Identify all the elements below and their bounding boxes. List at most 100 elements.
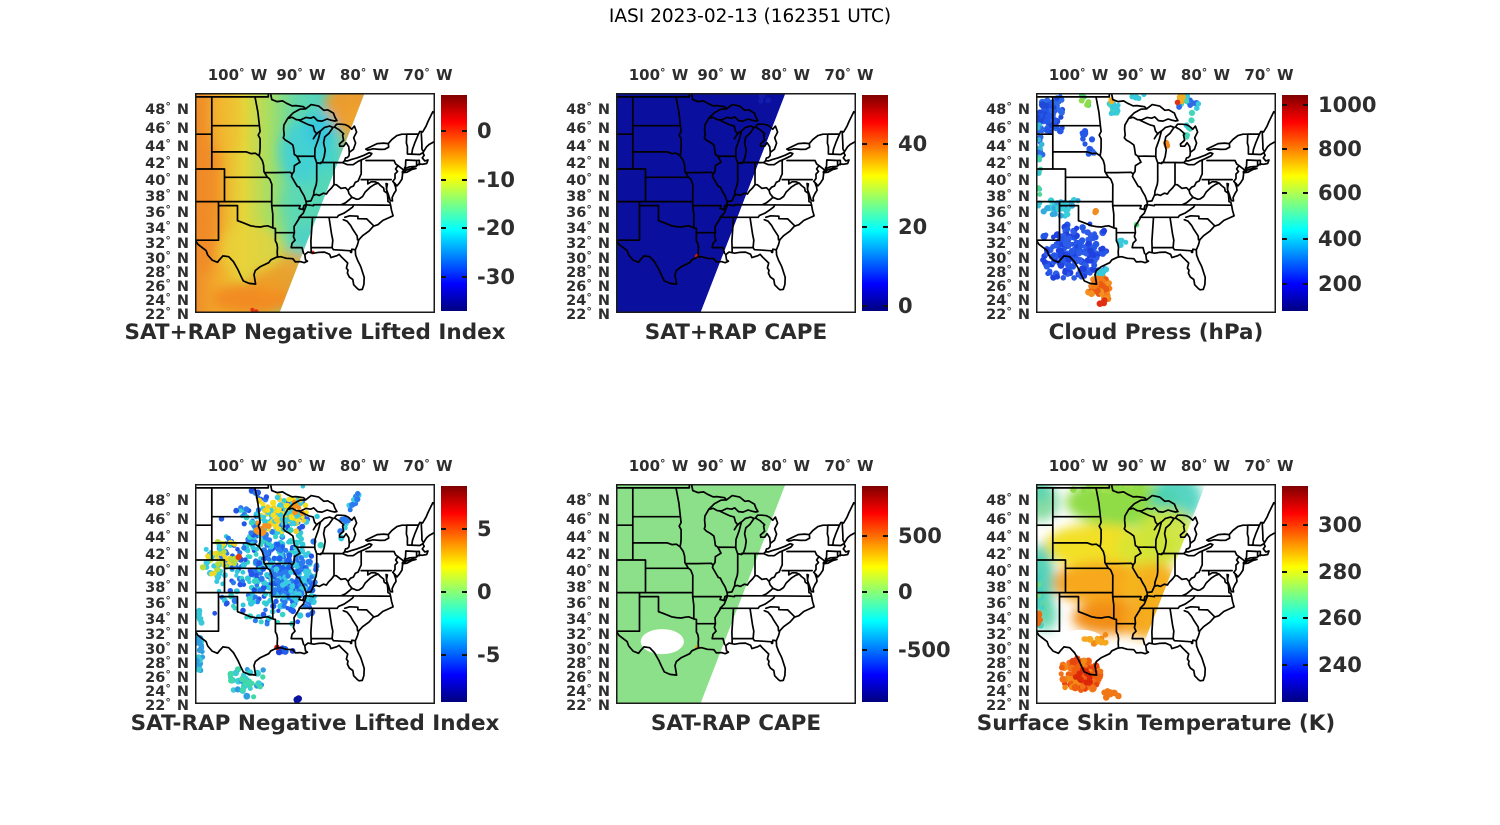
panel-satrap-cape: 100° W 90° W 80° W 70° W 48° N 46° N 44° N 42° …	[566, 66, 927, 345]
lat-tick-label: 40° N	[145, 170, 189, 189]
panel-satrap-nli: 100° W 90° W 80° W 70° W 48° N 46° N 44° N 42° …	[124, 66, 515, 345]
panel-title-satmrap-cape: SAT-RAP CAPE	[650, 711, 822, 736]
map-frame	[195, 484, 435, 704]
panel-satmrap-nli: 100° W 90° W 80° W 70° W 48° N 46° N 44° N 42° …	[131, 457, 501, 736]
lat-tick-label: 22° N	[145, 305, 189, 324]
lon-tick-label: 100° W	[207, 457, 268, 475]
lat-tick-label: 30° N	[566, 639, 610, 658]
colorbar-tick-label: 240	[1318, 653, 1362, 678]
lat-tick-label: 28° N	[566, 263, 610, 281]
colorbar-cloud-press	[1282, 95, 1308, 311]
lat-tick-label: 36° N	[986, 203, 1030, 221]
map-frame	[616, 484, 856, 704]
lat-tick-label: 46° N	[566, 118, 610, 137]
colorbar-tick-label: 0	[477, 119, 492, 144]
lat-tick-label: 34° N	[145, 218, 189, 237]
lat-tick-label: 30° N	[986, 639, 1030, 658]
lat-tick-label: 24° N	[566, 291, 610, 310]
lon-tick-label: 70° W	[824, 457, 874, 475]
colorbar-tick-label: -5	[477, 642, 501, 667]
panel-skin-temp: 100° W 90° W 80° W 70° W 48° N 46° N 44° N 42° …	[977, 457, 1362, 736]
map-satrap-cape	[616, 93, 856, 313]
lon-tick-label: 100° W	[1048, 457, 1109, 475]
map-satrap-nli	[195, 93, 435, 313]
lat-tick-label: 26° N	[986, 277, 1030, 296]
lon-tick-label: 80° W	[760, 66, 811, 84]
map-frame	[195, 93, 435, 313]
lon-tick-label: 80° W	[760, 457, 811, 475]
lon-tick-label: 70° W	[403, 66, 453, 84]
lat-tick-label: 40° N	[566, 561, 610, 580]
lat-tick-label: 32° N	[986, 624, 1030, 643]
lon-tick-label: 90° W	[697, 66, 747, 84]
lat-tick-label: 48° N	[986, 100, 1030, 118]
lat-tick-label: 32° N	[145, 624, 189, 643]
map-frame	[1036, 93, 1276, 313]
colorbar-satmrap-nli	[441, 486, 467, 702]
lat-tick-label: 42° N	[145, 545, 189, 563]
colorbar-tick-label: 0	[477, 579, 492, 604]
lat-tick-label: 28° N	[566, 654, 610, 672]
lon-tick-label: 80° W	[339, 457, 390, 475]
lat-tick-label: 28° N	[145, 263, 189, 281]
lat-tick-label: 40° N	[986, 561, 1030, 580]
colorbar-tick-label: 0	[898, 293, 913, 318]
lon-tick-label: 100° W	[207, 66, 268, 84]
lat-tick-label: 42° N	[566, 154, 610, 172]
lat-tick-label: 34° N	[986, 218, 1030, 237]
lat-tick-label: 48° N	[145, 491, 189, 509]
state-boundaries	[195, 484, 435, 682]
lon-tick-label: 70° W	[824, 66, 874, 84]
map-satmrap-cape	[616, 484, 856, 704]
state-boundaries	[1036, 484, 1276, 682]
colorbar-tick-label: -30	[477, 264, 515, 289]
colorbar-tick-label: 20	[898, 214, 928, 239]
colorbar-tick-label: 800	[1318, 137, 1362, 161]
lat-tick-label: 44° N	[566, 136, 610, 155]
map-cloud-press	[1036, 93, 1276, 313]
lat-tick-label: 26° N	[145, 668, 189, 687]
lon-tick-label: 100° W	[1048, 66, 1109, 84]
colorbar-tick-label: 280	[1318, 560, 1362, 585]
lon-tick-label: 70° W	[1244, 457, 1294, 475]
state-boundaries	[616, 93, 856, 291]
lon-tick-label: 90° W	[1117, 66, 1167, 84]
colorbar-tick-label: 260	[1318, 605, 1362, 630]
colorbar-tick-label: -500	[898, 638, 951, 663]
lat-tick-label: 38° N	[986, 187, 1030, 206]
lat-tick-label: 28° N	[986, 263, 1030, 281]
colorbar-tick-label: -10	[477, 167, 515, 192]
lat-tick-label: 24° N	[986, 682, 1030, 701]
lon-tick-label: 90° W	[276, 66, 326, 84]
map-frame	[616, 93, 856, 313]
map-skin-temp	[1036, 484, 1276, 704]
lat-tick-label: 30° N	[145, 639, 189, 658]
figure-title: IASI 2023-02-13 (162351 UTC)	[608, 6, 892, 27]
panel-cloud-press: 100° W 90° W 80° W 70° W 48° N 46° N 44° N 42° …	[986, 66, 1376, 345]
lat-tick-label: 44° N	[986, 527, 1030, 546]
lat-tick-label: 36° N	[566, 203, 610, 221]
lat-tick-label: 40° N	[986, 170, 1030, 189]
lat-tick-label: 32° N	[986, 233, 1030, 252]
lat-tick-label: 22° N	[986, 696, 1030, 715]
lat-tick-label: 36° N	[145, 203, 189, 221]
lat-tick-label: 22° N	[986, 305, 1030, 324]
lat-tick-label: 34° N	[566, 218, 610, 237]
lon-tick-label: 90° W	[1117, 457, 1167, 475]
colorbar-tick-label: 200	[1318, 272, 1362, 296]
lon-tick-label: 70° W	[1244, 66, 1294, 84]
panel-satmrap-cape: 100° W 90° W 80° W 70° W 48° N 46° N 44° N 42° …	[566, 457, 950, 736]
colorbar-tick-label: 40	[898, 131, 928, 156]
colorbar-skin-temp	[1282, 486, 1308, 702]
lat-tick-label: 30° N	[566, 248, 610, 267]
colorbar-satrap-cape	[862, 95, 888, 311]
lat-tick-label: 34° N	[145, 609, 189, 628]
lat-tick-label: 44° N	[145, 527, 189, 546]
lat-tick-label: 46° N	[145, 509, 189, 528]
lat-tick-label: 26° N	[986, 668, 1030, 687]
lon-tick-label: 80° W	[339, 66, 390, 84]
colorbar-tick-label: 400	[1318, 226, 1362, 251]
panel-title-satmrap-nli: SAT-RAP Negative Lifted Index	[130, 711, 500, 736]
lat-tick-label: 34° N	[566, 609, 610, 628]
